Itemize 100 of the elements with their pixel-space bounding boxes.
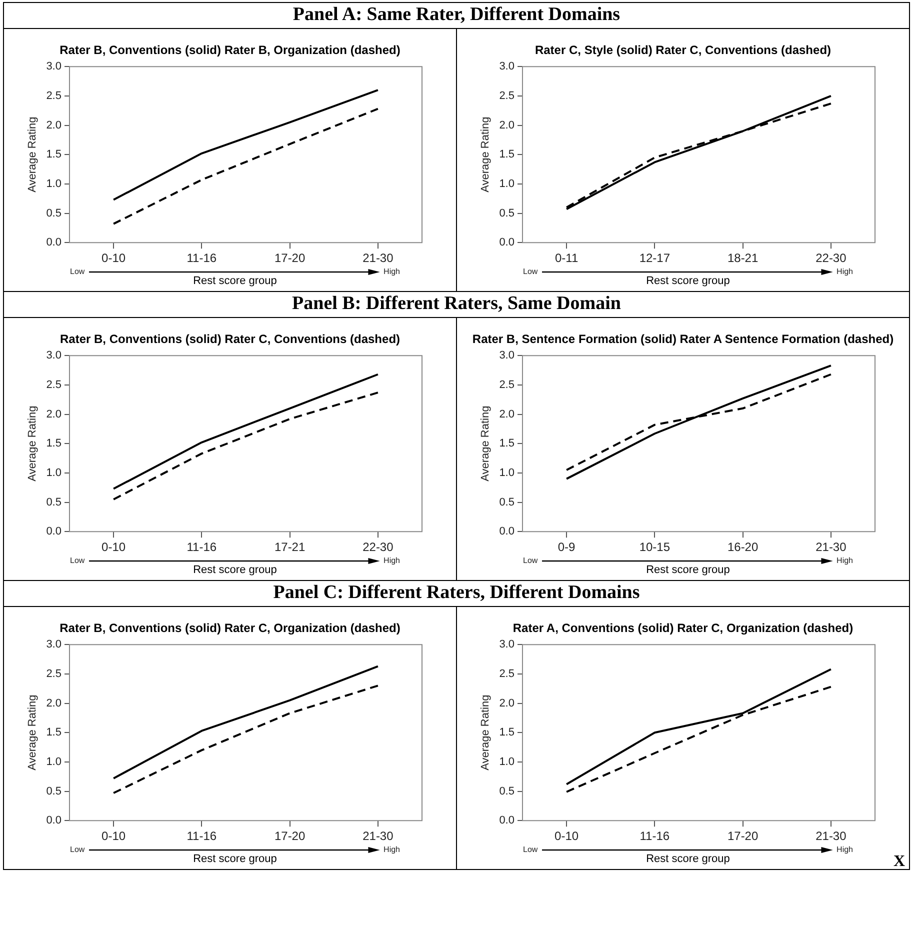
text: High [836,267,853,276]
line-series [112,108,379,225]
text: High [384,556,400,565]
x-tick-label: 0-10 [554,829,579,844]
x-tick-label: 21-30 [362,829,394,844]
x-tick-label: 16-20 [727,540,758,554]
chart-title: Panel A: Same Rater, Different Domains [4,3,909,29]
x-tick-label: 0-10 [102,251,126,266]
x-tick-label: 11-16 [640,829,670,844]
y-tick-label: 3.0 [499,638,514,651]
y-axis-title: Average Rating [480,116,492,192]
line-series [112,392,379,500]
x-tick-label: 11-16 [186,540,217,554]
y-tick-label: 2.0 [46,408,62,420]
text: Low [523,267,538,276]
y-tick-label: 0.5 [499,785,514,798]
y-tick-label: 2.5 [499,378,514,391]
y-tick-label: 0.0 [499,526,514,538]
x-tick-label: 22-30 [362,540,394,554]
chart-subtitle: Rater B, Sentence Formation (solid) Rater A Sentence Formation (dashed) [471,332,895,346]
x-tick-label: 18-21 [727,251,758,266]
text: Low [523,845,538,854]
text: Low [70,845,85,854]
y-tick-label: 2.0 [46,697,62,710]
y-tick-label: 0.5 [499,207,514,220]
y-tick-label: 1.0 [46,756,62,768]
x-tick-label: 11-16 [186,829,217,844]
y-tick-label: 3.0 [46,638,62,651]
y-tick-label: 0.0 [499,236,514,249]
y-tick-label: 0.0 [499,814,514,827]
y-tick-label: 3.0 [46,60,62,73]
y-tick-label: 2.0 [46,119,62,132]
x-axis-title: Rest score group [645,853,731,865]
y-tick-label: 1.0 [499,178,514,190]
x-tick-label: 12-17 [639,251,670,266]
x-tick-label: 0-10 [102,829,126,844]
y-tick-label: 0.0 [46,814,62,827]
x-tick-label: 21-30 [362,251,394,266]
y-tick-label: 1.5 [46,148,62,161]
text: High [836,556,853,565]
y-tick-label: 2.5 [46,90,62,102]
y-tick-label: 2.5 [499,90,514,102]
y-tick-label: 0.5 [499,496,514,508]
x-axis-title: Rest score group [192,564,278,576]
y-tick-label: 1.0 [46,466,62,479]
y-tick-label: 2.5 [46,668,62,680]
chart-subtitle: Rater B, Conventions (solid) Rater C, Organization (dashed) [58,621,402,635]
x-axis-title: Rest score group [192,853,278,865]
x-tick-label: 0-11 [554,251,578,266]
x-tick-label: 17-21 [274,540,306,554]
x-axis-title: Rest score group [192,275,278,287]
x-tick-label: 17-20 [727,829,758,844]
y-tick-label: 1.5 [46,726,62,739]
y-axis-title: Average Rating [26,694,39,770]
text: High [384,267,400,276]
y-tick-label: 2.0 [499,697,514,710]
y-tick-label: 1.5 [499,148,514,161]
x-tick-label: 21-30 [816,829,847,844]
y-tick-label: 2.0 [499,119,514,132]
x-tick-label: 22-30 [816,251,847,266]
chart-title: Panel B: Different Raters, Same Domain [4,292,909,318]
y-tick-label: 3.0 [499,350,514,362]
chart-title: Panel C: Different Raters, Different Domains [4,581,909,607]
y-axis-title: Average Rating [26,116,39,192]
x-tick-label: 0-9 [558,540,576,554]
y-tick-label: 1.5 [46,438,62,450]
y-tick-label: 1.5 [499,726,514,739]
y-tick-label: 1.5 [499,438,514,450]
y-axis-title: Average Rating [480,694,492,770]
x-axis-title: Rest score group [645,564,731,576]
x-tick-label: 0-10 [102,540,126,554]
y-tick-label: 3.0 [499,60,514,73]
text: Low [70,556,85,565]
y-tick-label: 0.0 [46,526,62,538]
line-series [112,684,379,794]
y-tick-label: 3.0 [46,350,62,362]
y-tick-label: 2.0 [499,408,514,420]
x-axis-title: Rest score group [645,275,731,287]
x-tick-label: 11-16 [186,251,217,266]
chart-subtitle: Rater A, Conventions (solid) Rater C, Organization (dashed) [512,621,854,635]
y-axis-title: Average Rating [480,406,492,482]
text: High [384,845,400,854]
y-tick-label: 0.0 [46,236,62,249]
y-tick-label: 0.5 [46,785,62,798]
y-tick-label: 1.0 [499,756,514,768]
x-tick-label: 17-20 [274,829,306,844]
text: X [893,853,905,871]
x-tick-label: 17-20 [274,251,306,266]
y-axis-title: Average Rating [26,406,39,482]
chart-subtitle: Rater C, Style (solid) Rater C, Conventions (dashed) [534,43,832,57]
chart-subtitle: Rater B, Conventions (solid) Rater C, Conventions (dashed) [58,332,402,346]
x-tick-label: 10-15 [639,540,670,554]
text: Low [523,556,538,565]
chart-subtitle: Rater B, Conventions (solid) Rater B, Organization (dashed) [58,43,402,57]
text: High [836,845,853,854]
x-tick-label: 21-30 [816,540,847,554]
y-tick-label: 0.5 [46,207,62,220]
y-tick-label: 1.0 [46,178,62,190]
y-tick-label: 1.0 [499,466,514,479]
text: Low [70,267,85,276]
